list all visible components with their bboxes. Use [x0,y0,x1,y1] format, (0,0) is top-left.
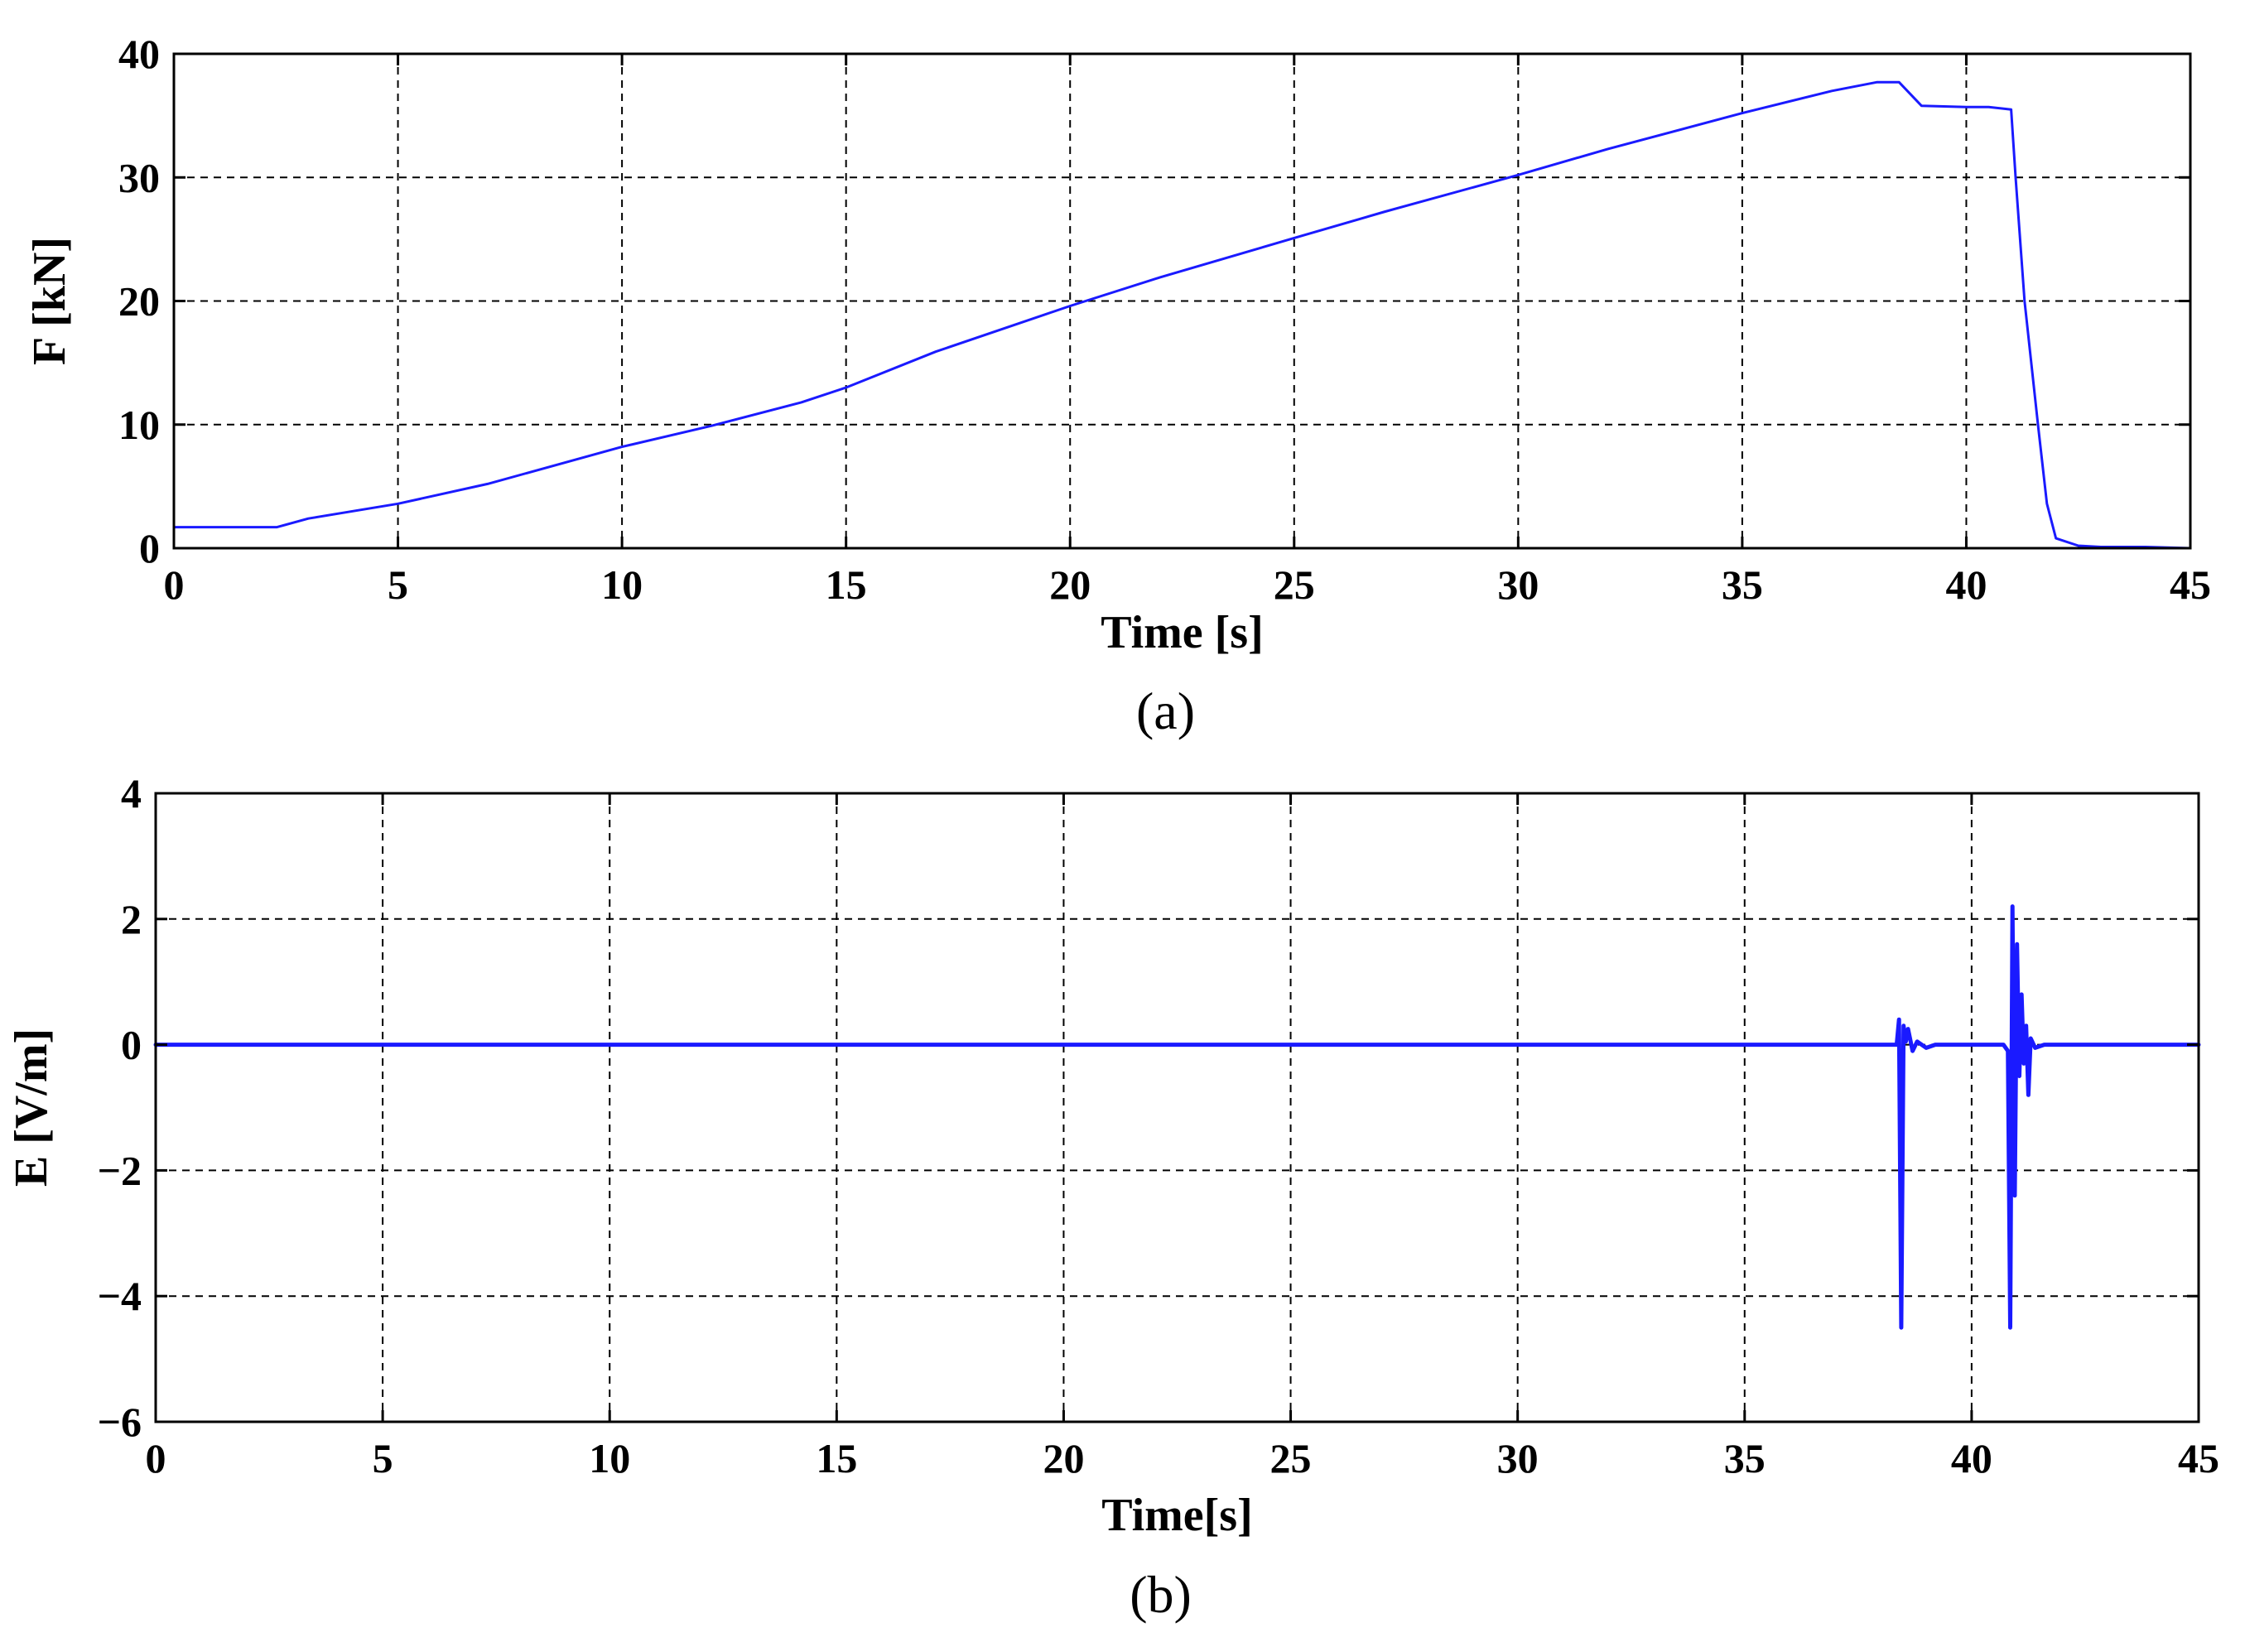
y-tick-label: −4 [98,1273,142,1319]
chart-panel-b: 0 5 10 15 20 25 30 35 40 45 −6 −4 −2 0 2 4 Time[s] E [V/m… [6,770,2219,1624]
series-line [153,904,2201,1330]
series-line [172,80,2192,550]
x-axis-label: Time [s] [1101,607,1264,658]
x-tick-label: 5 [388,561,408,608]
y-axis-label: E [V/m] [6,1028,57,1187]
y-tick-label: −6 [98,1399,142,1445]
x-axis-label: Time[s] [1101,1490,1253,1541]
x-tick-label: 45 [2178,1435,2219,1481]
x-tick-label: 5 [373,1435,393,1481]
x-tick-label: 25 [1270,1435,1312,1481]
y-tick-label: 20 [118,278,160,325]
x-tick-label: 40 [1945,561,1987,608]
x-tick-label: 0 [146,1435,166,1481]
x-tick-label: 15 [826,561,867,608]
x-tick-label: 20 [1049,561,1091,608]
x-tick-label: 30 [1497,1435,1539,1481]
y-axis-label: F [kN] [24,237,75,365]
x-tick-label: 45 [2170,561,2211,608]
y-tick-label: 0 [121,1022,142,1068]
plot-frame [154,792,2200,1423]
y-tick-label: 40 [118,31,160,77]
y-tick-label: 2 [121,896,142,942]
y-tick-label: 30 [118,154,160,200]
y-tick-label: −2 [98,1147,142,1193]
x-tick-label: 15 [816,1435,857,1481]
chart-panel-a: 0 5 10 15 20 25 30 35 40 45 0 10 20 30 40 Time [s] F [kN… [24,31,2211,740]
y-tick-label: 0 [139,525,160,571]
x-tick-label: 35 [1724,1435,1766,1481]
y-tick-label: 10 [118,402,160,448]
x-tick-label: 30 [1497,561,1539,608]
x-tick-label: 35 [1722,561,1763,608]
x-tick-label: 10 [601,561,643,608]
x-tick-label: 0 [164,561,185,608]
x-tick-label: 10 [589,1435,630,1481]
x-tick-label: 25 [1274,561,1315,608]
y-tick-label: 4 [121,770,142,816]
panel-caption: (b) [1130,1565,1192,1624]
x-tick-label: 40 [1951,1435,1992,1481]
panel-caption: (a) [1136,682,1195,740]
x-tick-label: 20 [1043,1435,1084,1481]
